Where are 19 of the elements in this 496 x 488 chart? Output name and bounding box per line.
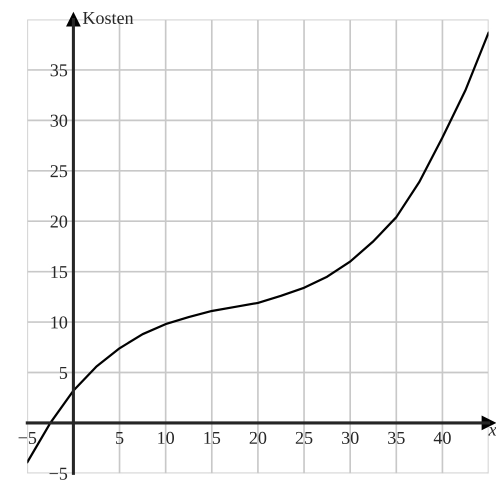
y-tick-label: 10 bbox=[51, 316, 68, 329]
y-tick-label: 5 bbox=[60, 366, 68, 379]
y-tick-label: 20 bbox=[50, 215, 68, 228]
x-tick-label: 30 bbox=[342, 432, 359, 444]
x-tick-label: 5 bbox=[116, 432, 124, 444]
x-tick-label: −5 bbox=[18, 432, 36, 444]
x-tick-label: 20 bbox=[250, 432, 266, 444]
x-tick-label: 35 bbox=[388, 432, 405, 444]
x-axis-title: x bbox=[488, 427, 496, 436]
x-tick-label: 25 bbox=[296, 432, 312, 444]
y-tick-label: 15 bbox=[51, 266, 68, 278]
x-tick-label: 40 bbox=[434, 432, 451, 444]
y-axis-title: Kosten bbox=[82, 12, 134, 24]
x-tick-label: 10 bbox=[158, 432, 174, 444]
y-tick-label: 30 bbox=[50, 114, 68, 127]
x-tick-label: 15 bbox=[204, 432, 220, 444]
y-tick-label: 35 bbox=[50, 64, 68, 76]
y-tick-label: −5 bbox=[50, 468, 68, 480]
y-tick-label: 25 bbox=[50, 165, 68, 178]
